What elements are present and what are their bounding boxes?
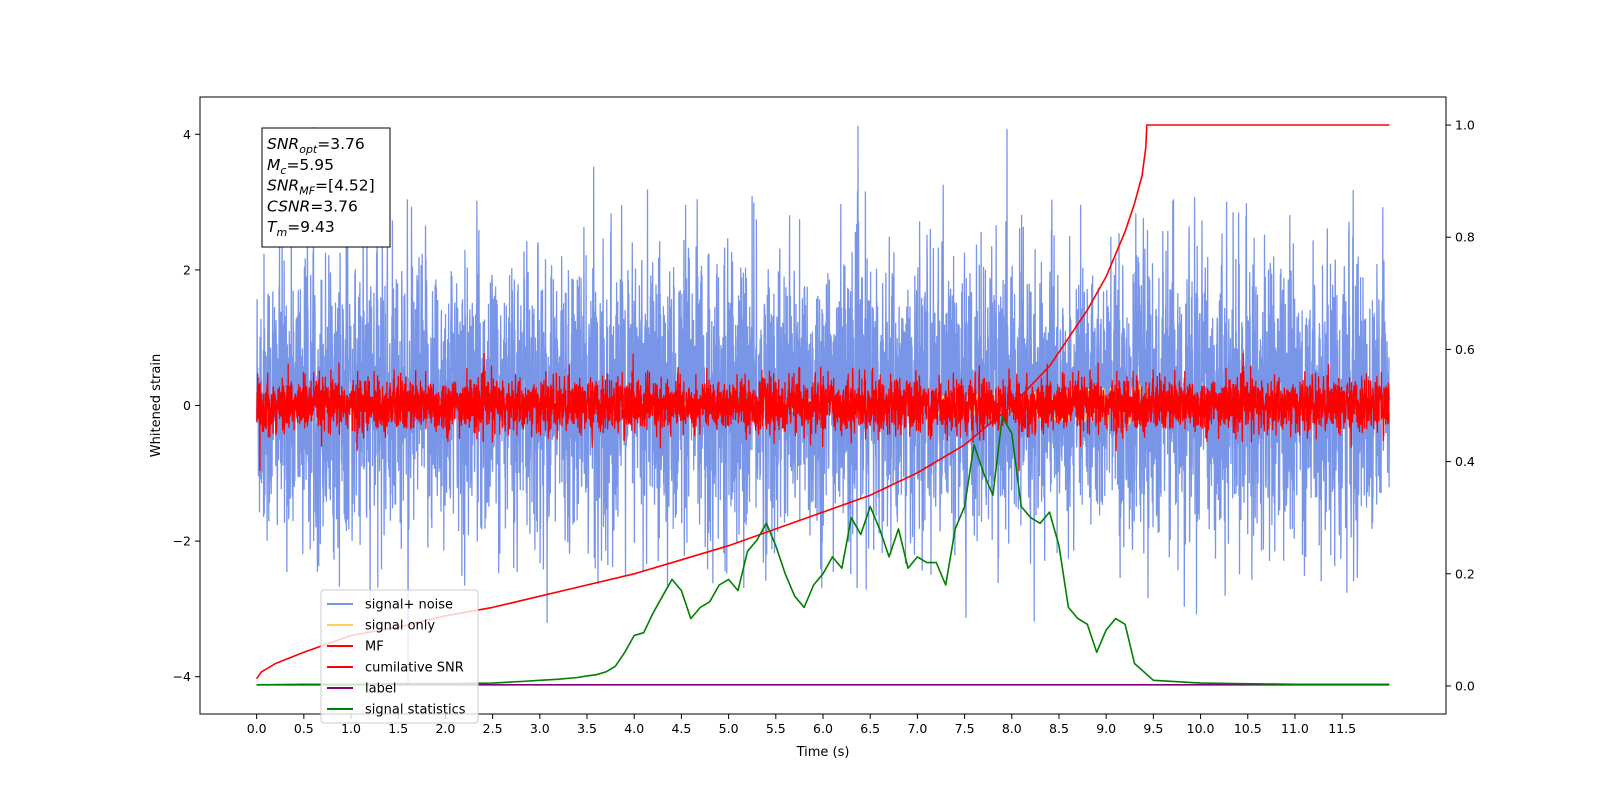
annotation-value: =9.43 [287, 218, 335, 236]
y-tick-label: 2 [183, 262, 191, 277]
legend-label-signal-statistics: signal statistics [365, 703, 466, 718]
annotation-value: =[4.52] [315, 177, 375, 195]
annotation-subscript: m [276, 226, 287, 239]
y-tick-label: 4 [183, 127, 191, 142]
annotation-value: =5.95 [286, 156, 334, 174]
y2-tick-label: 0.6 [1455, 342, 1475, 357]
x-tick-label: 5.0 [719, 721, 739, 736]
legend-label-cumilative-snr: cumilative SNR [365, 661, 464, 676]
y2-tick-label: 0.8 [1455, 230, 1475, 245]
legend-label-label: label [365, 682, 396, 697]
x-tick-label: 0.0 [247, 721, 267, 736]
x-tick-label: 1.0 [341, 721, 361, 736]
annotation-subscript: c [280, 164, 286, 177]
x-tick-label: 9.0 [1096, 721, 1116, 736]
y2-tick-label: 0.0 [1455, 678, 1475, 693]
axes: 0.0 0.5 1.0 1.5 2.0 2.5 3.0 3.5 4.0 4.5 5.0 5.5 6.0 6… [149, 96, 1475, 760]
legend-label-signal-noise: signal+ noise [365, 598, 453, 613]
x-tick-label: 2.0 [435, 721, 455, 736]
annotation-line: Tm=9.43 [267, 218, 335, 239]
x-axis-label: Time (s) [796, 745, 850, 760]
x-tick-label: 4.5 [671, 721, 691, 736]
x-tick-label: 10.5 [1234, 721, 1262, 736]
x-tick-label: 0.5 [294, 721, 314, 736]
y-tick-label: 0 [183, 398, 191, 413]
legend-label-signal-only: signal only [365, 619, 435, 634]
annotation-subscript: MF [299, 185, 315, 198]
x-tick-label: 8.5 [1049, 721, 1069, 736]
series-mf [255, 352, 1391, 472]
series-signal-statistics [256, 415, 1390, 686]
x-tick-label: 10.0 [1187, 721, 1215, 736]
x-tick-label: 7.5 [955, 721, 975, 736]
annotation-symbol: CSNR [267, 197, 310, 215]
annotation-line: CSNR=3.76 [267, 197, 358, 215]
y-axis-label: Whitened strain [149, 354, 164, 457]
legend: signal+ noise signal only MF cumilative SNR… [320, 589, 479, 724]
x-tick-label: 3.5 [577, 721, 597, 736]
y2-tick-label: 0.2 [1455, 566, 1475, 581]
annotation-value: =3.76 [317, 135, 365, 153]
legend-label-mf: MF [365, 640, 384, 655]
annotation-symbol: SNR [267, 135, 299, 153]
annotation-symbol: M [267, 156, 280, 174]
x-tick-label: 11.5 [1328, 721, 1356, 736]
x-tick-label: 5.5 [766, 721, 786, 736]
x-tick-label: 4.0 [624, 721, 644, 736]
y-tick-label: −4 [173, 669, 191, 684]
x-tick-label: 7.0 [907, 721, 927, 736]
annotation-value: =3.76 [310, 197, 358, 215]
annotation-box: SNRopt=3.76Mc=5.95SNRMF=[4.52]CSNR=3.76T… [261, 127, 391, 248]
x-tick-label: 3.0 [530, 721, 550, 736]
annotation-subscript: opt [299, 143, 318, 156]
x-tick-label: 6.5 [860, 721, 880, 736]
annotation-symbol: T [267, 218, 278, 236]
y-tick-label: −2 [173, 534, 191, 549]
x-tick-label: 2.5 [483, 721, 503, 736]
annotation-line: SNRMF=[4.52] [267, 177, 375, 198]
x-tick-label: 11.0 [1281, 721, 1309, 736]
x-tick-label: 9.5 [1143, 721, 1163, 736]
annotation-frame [261, 127, 391, 248]
annotation-line: Mc=5.95 [267, 156, 334, 177]
x-tick-label: 6.0 [813, 721, 833, 736]
legend-frame [320, 589, 479, 724]
annotation-line: SNRopt=3.76 [267, 135, 365, 156]
x-tick-label: 8.0 [1002, 721, 1022, 736]
x-tick-label: 1.5 [388, 721, 408, 736]
annotation-symbol: SNR [267, 177, 299, 195]
y2-tick-label: 0.4 [1455, 454, 1475, 469]
y2-tick-label: 1.0 [1455, 118, 1475, 133]
